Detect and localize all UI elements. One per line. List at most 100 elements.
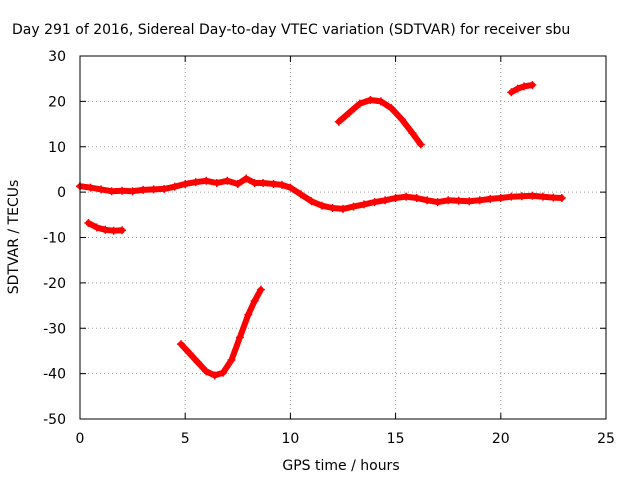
data-point	[513, 84, 522, 93]
data-point	[193, 358, 202, 367]
series-dip-arc	[176, 285, 265, 380]
data-point	[391, 194, 400, 203]
data-point	[433, 198, 442, 207]
data-point	[339, 204, 347, 213]
y-tick-label: 10	[48, 140, 66, 156]
data-point	[376, 97, 385, 106]
data-point	[84, 218, 93, 227]
data-point	[170, 182, 179, 191]
data-point	[256, 285, 265, 294]
data-point	[101, 225, 110, 234]
data-point	[219, 368, 228, 377]
data-point	[517, 192, 526, 201]
x-axis-title: GPS time / hours	[282, 458, 399, 474]
data-point	[370, 198, 379, 207]
data-point	[210, 371, 219, 380]
data-point	[387, 104, 396, 113]
data-point	[397, 115, 406, 124]
x-tick-label: 20	[492, 431, 510, 447]
data-point	[109, 226, 118, 235]
data-point	[507, 88, 516, 97]
data-point	[538, 192, 547, 201]
y-tick-label: 0	[57, 185, 66, 201]
data-point	[139, 185, 148, 194]
data-point	[227, 356, 236, 365]
data-point	[557, 194, 566, 203]
data-point	[465, 197, 474, 206]
data-point	[454, 196, 463, 205]
series-main-track	[76, 174, 566, 213]
series-arc-late	[507, 81, 537, 97]
data-point	[416, 140, 425, 149]
y-tick-label: -30	[43, 321, 66, 337]
data-point	[118, 226, 127, 235]
data-point	[355, 99, 364, 108]
data-point	[242, 174, 251, 183]
data-point	[408, 129, 417, 138]
data-point	[528, 191, 537, 200]
data-point	[345, 108, 354, 117]
data-point	[212, 179, 221, 188]
data-point	[128, 187, 137, 196]
y-tick-label: 30	[48, 49, 66, 65]
data-point	[507, 192, 516, 201]
data-point	[328, 204, 337, 213]
data-point	[176, 340, 185, 349]
data-point	[444, 196, 453, 205]
data-point	[202, 367, 211, 376]
data-point	[250, 179, 259, 188]
data-point	[381, 196, 390, 205]
y-tick-label: 20	[48, 94, 66, 110]
data-point	[235, 333, 244, 342]
data-point	[97, 185, 106, 194]
data-point	[296, 190, 305, 199]
y-tick-label: -20	[43, 276, 66, 292]
ticks	[79, 55, 607, 420]
chart-title: Day 291 of 2016, Sidereal Day-to-day VTE…	[12, 22, 570, 38]
data-point	[334, 117, 343, 126]
series-group	[76, 81, 566, 380]
data-point	[233, 179, 242, 188]
data-point	[223, 176, 232, 185]
data-point	[244, 310, 253, 319]
x-tick-label: 0	[76, 431, 85, 447]
data-point	[412, 194, 421, 203]
x-tick-label: 15	[387, 431, 405, 447]
data-point	[549, 193, 558, 202]
series-hump-arc	[334, 96, 425, 149]
data-point	[360, 200, 369, 209]
y-tick-label: -40	[43, 367, 66, 383]
y-axis-title: SDTVAR / TECUs	[6, 180, 22, 295]
data-point	[496, 194, 505, 203]
data-point	[475, 196, 484, 205]
data-point	[160, 184, 169, 193]
y-tick-label: -10	[43, 231, 66, 247]
data-point	[486, 194, 495, 203]
data-point	[149, 185, 158, 194]
data-point	[519, 82, 528, 91]
data-point	[181, 179, 190, 188]
data-point	[307, 197, 316, 206]
data-point	[185, 349, 194, 358]
data-point	[118, 186, 127, 195]
data-point	[366, 96, 375, 105]
data-point	[202, 176, 211, 185]
data-point	[349, 202, 358, 211]
data-point	[286, 183, 295, 192]
x-tick-label: 10	[281, 431, 299, 447]
data-point	[191, 178, 200, 187]
data-point	[92, 223, 101, 232]
data-point	[423, 196, 432, 205]
y-tick-label: -50	[43, 412, 66, 428]
data-point	[107, 187, 116, 196]
series-arc-early	[84, 218, 127, 235]
x-tick-label: 25	[597, 431, 615, 447]
data-point	[259, 179, 268, 188]
data-point	[528, 81, 537, 90]
series-trace	[508, 82, 536, 96]
data-point	[402, 192, 411, 201]
data-point	[269, 179, 278, 188]
data-point	[277, 180, 286, 189]
